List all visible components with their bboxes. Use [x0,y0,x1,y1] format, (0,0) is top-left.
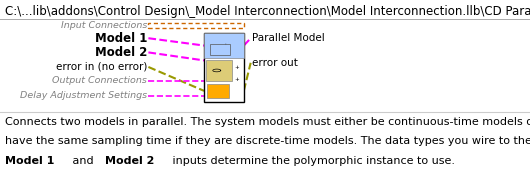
Text: Delay Adjustment Settings: Delay Adjustment Settings [20,91,147,100]
FancyBboxPatch shape [206,60,232,81]
Text: have the same sampling time if they are discrete-time models. The data types you: have the same sampling time if they are … [5,136,530,147]
Text: Model 1: Model 1 [95,32,147,45]
Text: Model 2: Model 2 [95,46,147,59]
Text: Model 2: Model 2 [105,156,155,166]
FancyBboxPatch shape [204,33,244,102]
Text: error in (no error): error in (no error) [56,62,147,72]
Text: Model 1: Model 1 [5,156,55,166]
Text: Output Connections: Output Connections [52,76,147,86]
FancyBboxPatch shape [207,84,229,98]
FancyBboxPatch shape [204,33,244,58]
Text: Connects two models in parallel. The system models must either be continuous-tim: Connects two models in parallel. The sys… [5,117,530,127]
Text: Parallel Model: Parallel Model [252,33,324,43]
FancyBboxPatch shape [210,44,230,55]
Text: Input Connections: Input Connections [61,21,147,30]
Text: inputs determine the polymorphic instance to use.: inputs determine the polymorphic instanc… [169,156,455,166]
Text: +: + [234,77,239,82]
Text: C:\...lib\addons\Control Design\_Model Interconnection\Model Interconnection.llb: C:\...lib\addons\Control Design\_Model I… [5,5,530,18]
Text: − +: − + [216,43,228,48]
Text: and: and [69,156,97,166]
Text: error out: error out [252,58,298,68]
Text: +: + [234,65,239,70]
